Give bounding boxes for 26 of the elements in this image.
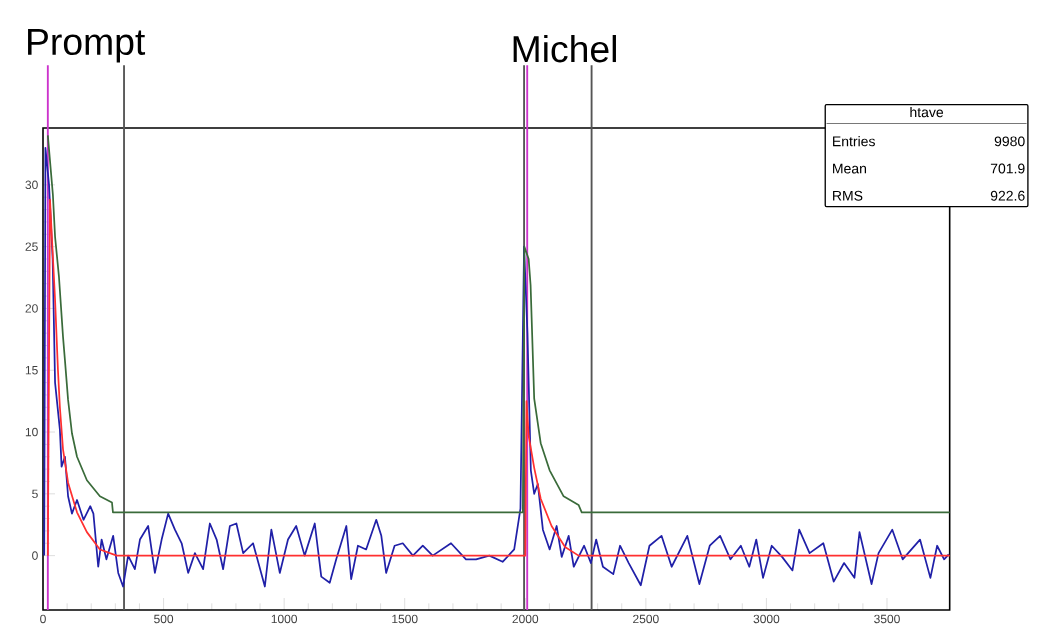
y-tick-label: 0 bbox=[32, 551, 38, 560]
line-series bbox=[46, 134, 951, 514]
x-tick-label: 3500 bbox=[874, 614, 900, 624]
annotation: Entries bbox=[833, 136, 875, 147]
text: 701.9 bbox=[990, 163, 1025, 174]
annotation: RMS bbox=[833, 190, 863, 201]
x-tick-label: 1000 bbox=[271, 614, 298, 624]
text: 9980 bbox=[994, 136, 1025, 147]
y-tick-label: 5 bbox=[32, 489, 38, 499]
x-tick-label: 0 bbox=[40, 614, 46, 624]
x-tick-label: 1500 bbox=[392, 614, 418, 624]
ref-line-label: Prompt bbox=[28, 28, 146, 63]
text: htave bbox=[910, 106, 944, 118]
x-tick-label: 500 bbox=[154, 614, 174, 624]
annotation: Mean bbox=[833, 163, 867, 174]
text: 922.6 bbox=[990, 190, 1025, 201]
y-tick-label: 15 bbox=[25, 366, 38, 375]
x-tick-label: 2500 bbox=[633, 614, 659, 624]
y-tick-label: 10 bbox=[25, 427, 38, 437]
x-tick-label: 3000 bbox=[753, 614, 780, 624]
y-tick-label: 20 bbox=[25, 304, 38, 313]
x-tick-label: 2000 bbox=[512, 614, 539, 624]
y-tick-label: 25 bbox=[25, 242, 38, 251]
y-tick-label: 30 bbox=[25, 180, 38, 190]
ref-line-label: Michel bbox=[513, 35, 616, 63]
line-series bbox=[43, 146, 950, 588]
